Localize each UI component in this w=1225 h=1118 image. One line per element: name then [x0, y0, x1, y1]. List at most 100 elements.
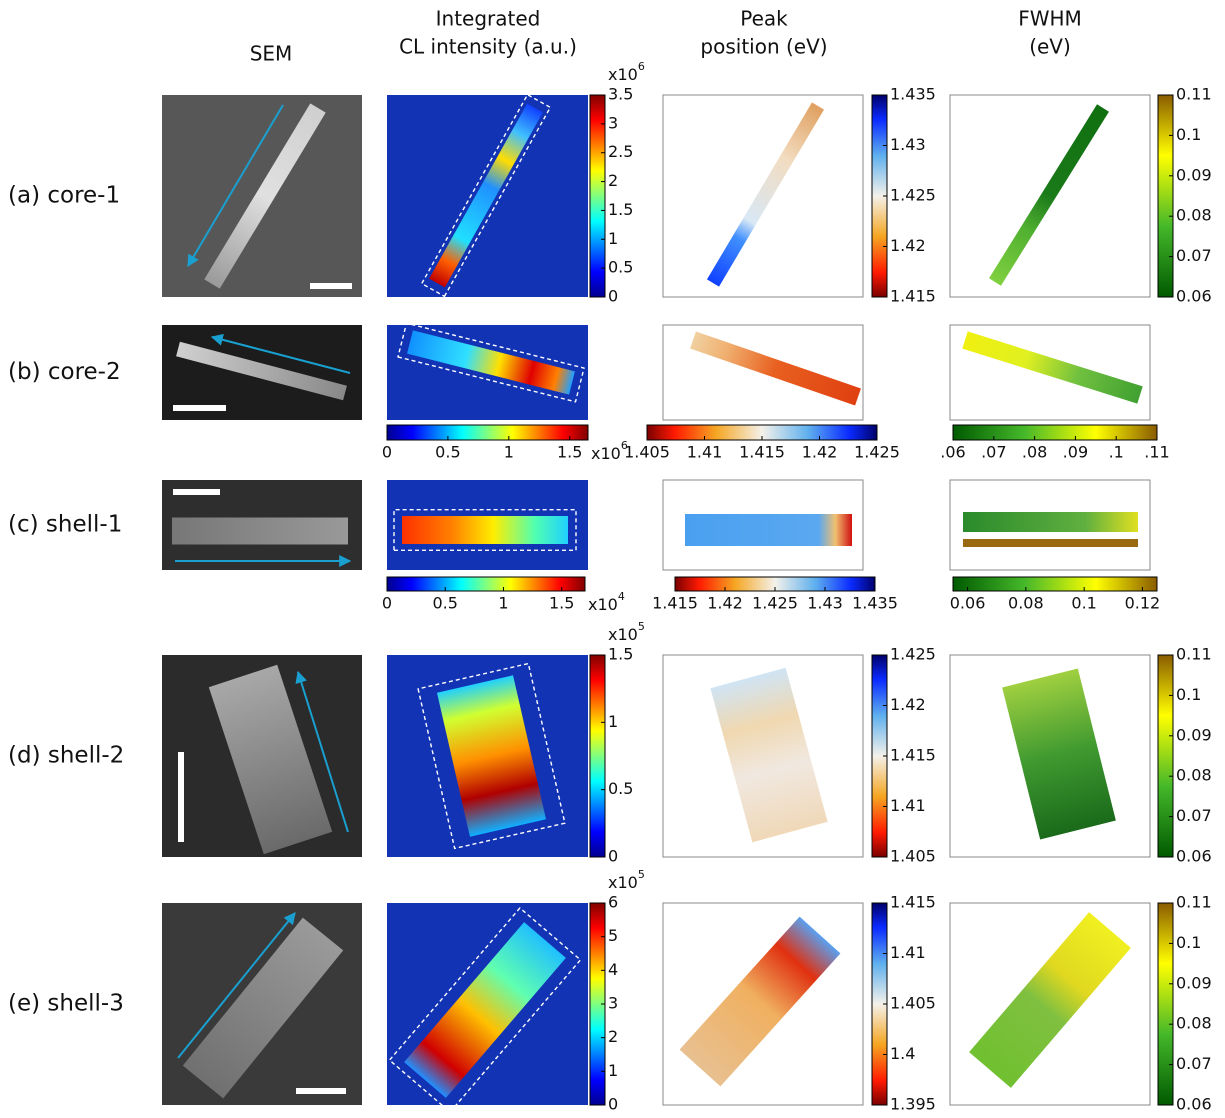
- colorbar-tick-label: 0.5: [608, 258, 633, 277]
- colorbar-tick-label: 0.06: [950, 594, 986, 613]
- colorbar-tick-label: 0.07: [1176, 1054, 1212, 1073]
- colorbar-tick-label: 0.1: [1176, 933, 1201, 952]
- colorbar-tick-label: 0.12: [1125, 594, 1161, 613]
- colorbar-tick-label: 1.425: [890, 186, 936, 205]
- column-header: SEM: [250, 42, 293, 66]
- colorbar-tick-label: 0.09: [1176, 165, 1212, 184]
- column-header: (eV): [1029, 35, 1071, 59]
- colorbar-tick-label: 0.5: [435, 443, 460, 462]
- colorbar-tick-label: 1.415: [890, 746, 936, 765]
- colorbar-tick-label: 1: [608, 229, 618, 248]
- colorbar: [1158, 95, 1173, 297]
- colorbar: [590, 95, 605, 297]
- colorbar: [590, 655, 605, 857]
- colorbar-tick-label: 0.08: [1008, 594, 1044, 613]
- colorbar: [1158, 903, 1173, 1105]
- colorbar-tick-label: 0.06: [1176, 287, 1212, 306]
- colorbar-tick-label: 2.5: [608, 142, 633, 161]
- colorbar-tick-label: 1.425: [752, 594, 798, 613]
- colorbar-tick-label: .11: [1144, 443, 1169, 462]
- multiplier-base: x10: [608, 625, 638, 644]
- colorbar-tick-label: .1: [1109, 443, 1124, 462]
- scale-bar: [296, 1088, 346, 1094]
- colorbar-tick-label: 0.1: [1176, 685, 1201, 704]
- colorbar-tick-label: 1: [498, 594, 508, 613]
- multiplier-base: x10: [608, 65, 638, 84]
- colorbar-tick-label: 1.42: [890, 695, 926, 714]
- colorbar-tick-label: 1.435: [890, 85, 936, 104]
- colorbar-multiplier: x106: [608, 60, 645, 84]
- colorbar-tick-label: 0.5: [608, 779, 633, 798]
- colorbar-tick-label: 1.43: [890, 135, 926, 154]
- colorbar-tick-label: .08: [1022, 443, 1047, 462]
- colorbar-tick-label: 1.41: [890, 796, 926, 815]
- multiplier-exponent: 4: [618, 590, 625, 603]
- colorbar-tick-label: 1: [608, 1061, 618, 1080]
- colorbar-tick-label: 1.5: [549, 594, 574, 613]
- colorbar-tick-label: 0.1: [1071, 594, 1096, 613]
- column-header: position (eV): [700, 35, 827, 59]
- scale-bar: [178, 752, 184, 842]
- colorbar-tick-label: 0.11: [1176, 85, 1212, 104]
- nanowire: [172, 518, 348, 545]
- colorbar: [387, 577, 585, 591]
- colorbar-tick-label: 1.41: [687, 443, 723, 462]
- colorbar-tick-label: 1.415: [890, 893, 936, 912]
- colorbar-tick-label: 0: [382, 443, 392, 462]
- colorbar-tick-label: 3: [608, 994, 618, 1013]
- multiplier-base: x10: [608, 873, 638, 892]
- multiplier-base: x10: [591, 444, 621, 463]
- colorbar-tick-label: 1.425: [854, 443, 900, 462]
- colorbar-tick-label: 6: [608, 893, 618, 912]
- figure: SEMIntegratedCL intensity (a.u.)Peakposi…: [0, 0, 1225, 1114]
- colorbar-tick-label: 1: [504, 443, 514, 462]
- colorbar-tick-label: 0: [608, 1095, 618, 1114]
- nanowire: [963, 539, 1138, 547]
- colorbar-tick-label: 0.07: [1176, 246, 1212, 265]
- colorbar-tick-label: 0.09: [1176, 973, 1212, 992]
- nanowire: [685, 514, 852, 546]
- multiplier-exponent: 6: [638, 60, 645, 73]
- colorbar: [387, 425, 588, 440]
- colorbar-tick-label: 0.09: [1176, 725, 1212, 744]
- multiplier-exponent: 5: [638, 620, 645, 633]
- row-label: (a) core-1: [8, 183, 120, 209]
- colorbar-tick-label: 0.11: [1176, 645, 1212, 664]
- scale-bar: [173, 405, 226, 411]
- colorbar-tick-label: 1.42: [707, 594, 743, 613]
- colorbar-tick-label: 1.4: [890, 1044, 915, 1063]
- colorbar-tick-label: 0.08: [1176, 206, 1212, 225]
- colorbar-tick-label: 1.415: [739, 443, 785, 462]
- colorbar-tick-label: 1.395: [890, 1095, 936, 1114]
- colorbar-tick-label: 1: [608, 712, 618, 731]
- colorbar-tick-label: 1.5: [557, 443, 582, 462]
- multiplier-exponent: 5: [638, 868, 645, 881]
- colorbar-multiplier: x105: [608, 868, 645, 892]
- colorbar-tick-label: 1.43: [807, 594, 843, 613]
- colorbar-tick-label: 1.42: [890, 236, 926, 255]
- colorbar-tick-label: 0: [608, 287, 618, 306]
- colorbar-tick-label: 1.435: [852, 594, 898, 613]
- colorbar-tick-label: .09: [1063, 443, 1088, 462]
- colorbar-tick-label: 1.415: [890, 287, 936, 306]
- colorbar-tick-label: 1.405: [624, 443, 670, 462]
- colorbar: [953, 425, 1157, 440]
- scale-bar: [310, 283, 352, 289]
- column-header: Integrated: [436, 7, 541, 31]
- colorbar-tick-label: 1.415: [652, 594, 698, 613]
- colorbar-multiplier: x106: [591, 439, 628, 463]
- colorbar-tick-label: 1.425: [890, 645, 936, 664]
- colorbar-tick-label: 3.5: [608, 85, 633, 104]
- colorbar-tick-label: 2: [608, 1027, 618, 1046]
- colorbar-tick-label: 5: [608, 926, 618, 945]
- colorbar-tick-label: 0.06: [1176, 1095, 1212, 1114]
- colorbar-tick-label: 0.1: [1176, 125, 1201, 144]
- row-label: (c) shell-1: [8, 512, 122, 538]
- multiplier-base: x10: [588, 595, 618, 614]
- colorbar-tick-label: 0.06: [1176, 847, 1212, 866]
- colorbar-multiplier: x105: [608, 620, 645, 644]
- colorbar-tick-label: 0.5: [433, 594, 458, 613]
- colorbar-tick-label: 0: [608, 847, 618, 866]
- colorbar-tick-label: 1.41: [890, 943, 926, 962]
- colorbar-tick-label: 1.5: [608, 645, 633, 664]
